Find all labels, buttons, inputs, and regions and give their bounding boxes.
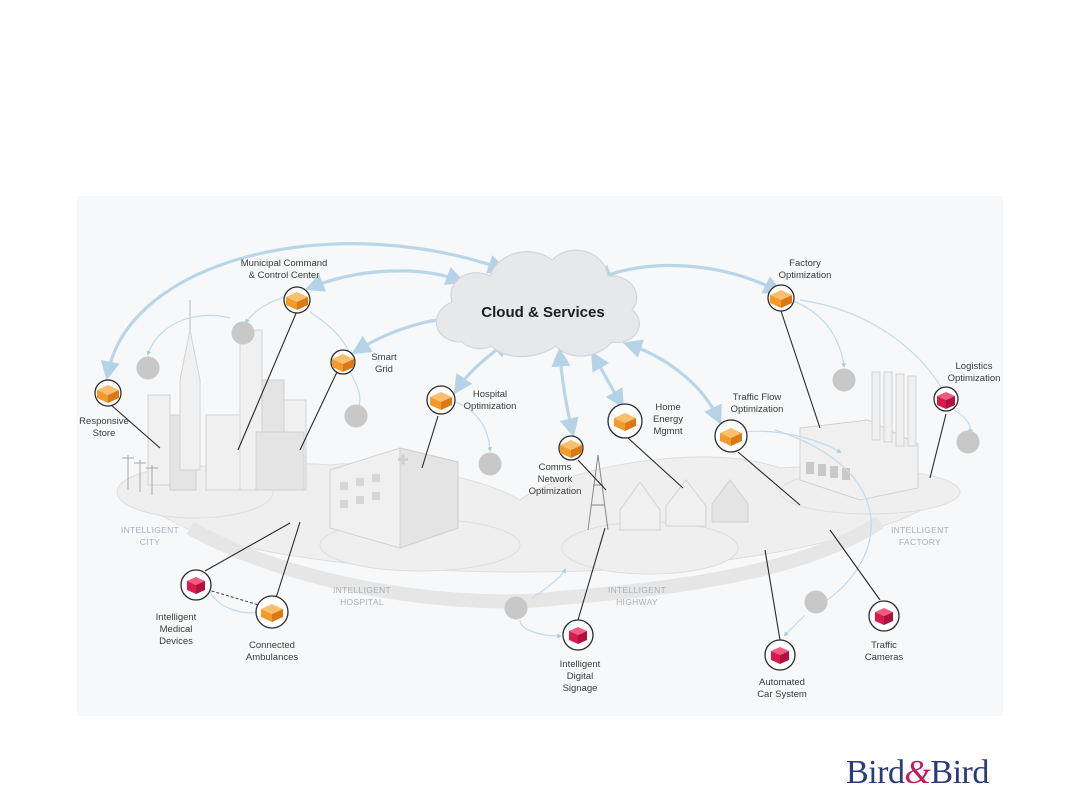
node-comms[interactable]: [558, 435, 584, 461]
cloud-shape[interactable]: Cloud & Services: [435, 249, 640, 357]
label-hospital-optimization: Hospital Optimization: [464, 389, 517, 412]
bird-and-bird-logo: Bird&Bird: [846, 756, 989, 790]
node-smart-grid[interactable]: [330, 349, 356, 375]
label-digital-signage: Intelligent Digital Signage: [560, 659, 601, 694]
label-traffic-flow: Traffic Flow Optimization: [731, 392, 784, 415]
logo-part1: Bird: [846, 754, 905, 791]
highway-houses: [587, 454, 749, 531]
hospital-building: [329, 447, 459, 549]
logo-ampersand: &: [904, 754, 931, 791]
local-links: [146, 295, 974, 639]
logo-part2: Bird: [930, 754, 989, 791]
zone-city: INTELLIGENT CITY: [121, 525, 179, 547]
node-municipal[interactable]: [283, 286, 311, 314]
node-factory-optimization[interactable]: [767, 284, 795, 312]
label-car-system: Automated Car System: [757, 677, 807, 700]
label-factory-optimization: Factory Optimization: [779, 258, 832, 281]
zone-hospital: INTELLIGENT HOSPITAL: [333, 585, 391, 607]
label-traffic-cameras: Traffic Cameras: [865, 640, 904, 663]
node-logistics[interactable]: [933, 386, 959, 412]
cloud-arrows: [100, 242, 783, 438]
zone-labels: INTELLIGENT CITY INTELLIGENT HOSPITAL INTE…: [121, 525, 949, 607]
label-municipal: Municipal Command & Control Center: [241, 258, 328, 281]
node-hospital-optimization[interactable]: [426, 385, 456, 415]
label-ambulances: Connected Ambulances: [246, 640, 299, 663]
zone-highway: INTELLIGENT HIGHWAY: [608, 585, 666, 607]
node-responsive-store[interactable]: [94, 379, 122, 407]
node-digital-signage[interactable]: [562, 619, 594, 651]
label-medical-devices: Intelligent Medical Devices: [156, 612, 197, 647]
node-home-energy[interactable]: [607, 403, 643, 439]
cloud-label: Cloud & Services: [481, 304, 604, 321]
node-traffic-cameras[interactable]: [868, 600, 900, 632]
node-labels: Municipal Command & Control Center Smart G…: [79, 258, 1000, 700]
zone-factory: INTELLIGENT FACTORY: [891, 525, 949, 547]
node-ambulances[interactable]: [255, 595, 289, 629]
leader-lines: [109, 310, 947, 641]
node-medical-devices[interactable]: [180, 569, 212, 601]
label-home-energy: Home Energy Mgmnt: [653, 402, 683, 437]
sensor-circles: [136, 321, 980, 620]
label-responsive-store: Responsive Store: [79, 416, 129, 439]
node-traffic-flow[interactable]: [714, 419, 748, 453]
label-comms: Comms Network Optimization: [529, 462, 582, 497]
label-logistics: Logistics Optimization: [948, 361, 1001, 384]
label-smart-grid: Smart Grid: [371, 352, 397, 375]
factory-building: [799, 371, 919, 501]
node-car-system[interactable]: [764, 639, 796, 671]
